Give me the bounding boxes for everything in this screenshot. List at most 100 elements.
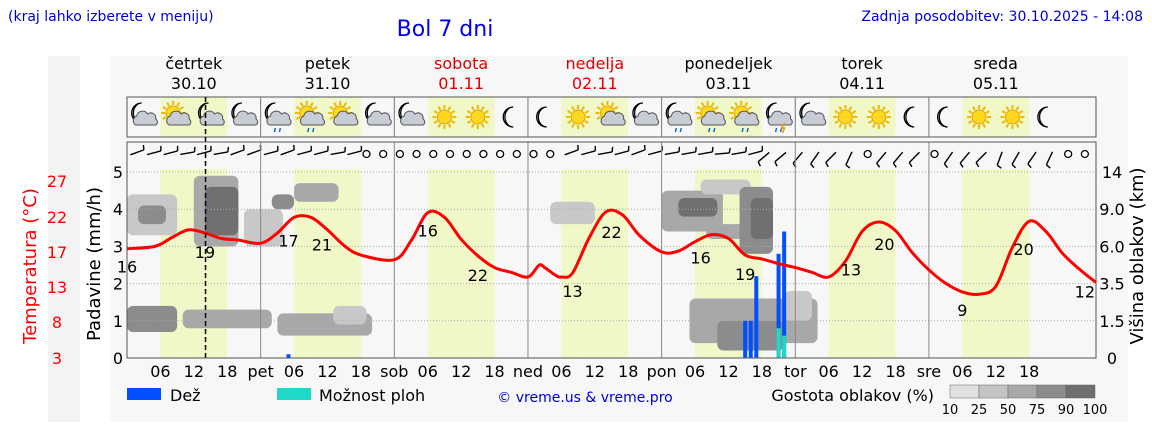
day-date: 03.11 xyxy=(706,74,752,93)
day-date: 02.11 xyxy=(572,74,618,93)
density-swatch xyxy=(950,385,979,398)
temperature-label: 20 xyxy=(1013,240,1033,259)
density-level-label: 10 xyxy=(942,403,959,418)
temperature-tick: 8 xyxy=(52,313,62,332)
cloud-patch xyxy=(127,306,177,332)
day-date: 31.10 xyxy=(305,74,351,93)
x-hour-label: 12 xyxy=(585,362,605,381)
last-update: Zadnja posodobitev: 30.10.2025 - 14:08 xyxy=(861,9,1143,25)
rain-bar xyxy=(743,321,747,358)
cloud-height-tick: 6.0 xyxy=(1099,237,1124,256)
day-name: četrtek xyxy=(165,54,223,73)
wind-calm xyxy=(463,151,470,158)
temperature-label: 16 xyxy=(690,248,710,267)
density-level-label: 50 xyxy=(1000,403,1017,418)
cloud-height-tick: 14 xyxy=(1102,163,1122,182)
density-swatch xyxy=(1008,385,1037,398)
precip-tick: 2 xyxy=(113,275,123,294)
legend-rain-swatch xyxy=(127,388,161,400)
temperature-label: 20 xyxy=(874,235,894,254)
precip-tick: 1 xyxy=(113,312,123,331)
x-hour-label: 18 xyxy=(484,362,504,381)
x-hour-label: 18 xyxy=(618,362,638,381)
temperature-label: 16 xyxy=(418,222,438,241)
cloud-patch xyxy=(294,183,339,202)
legend-storm-label: Možnost ploh xyxy=(319,386,425,405)
temperature-label: 12 xyxy=(1075,283,1095,302)
wind-calm xyxy=(864,151,871,158)
rain-bar xyxy=(287,354,291,358)
day-name: sobota xyxy=(434,54,488,73)
x-hour-label: 12 xyxy=(451,362,471,381)
wind-calm xyxy=(430,151,437,158)
x-hour-label: 18 xyxy=(1019,362,1039,381)
x-hour-label: 12 xyxy=(852,362,872,381)
temperature-tick: 13 xyxy=(47,278,67,297)
cloud-patch xyxy=(784,291,812,321)
x-hour-label: 12 xyxy=(317,362,337,381)
x-day-label: sob xyxy=(380,362,408,381)
precip-tick: 5 xyxy=(113,163,123,182)
cloud-patch xyxy=(751,198,773,239)
precipitation-axis-title: Padavine (mm/h) xyxy=(84,187,105,341)
daylight-band xyxy=(962,169,1029,358)
region-hint[interactable]: (kraj lahko izberete v meniju) xyxy=(8,9,214,25)
cloud-height-tick: 1.5 xyxy=(1099,312,1124,331)
day-name: sreda xyxy=(974,54,1018,73)
wind-calm xyxy=(396,151,403,158)
temperature-label: 17 xyxy=(278,232,298,251)
day-name: petek xyxy=(305,54,351,73)
cloud-density-legend-title: Gostota oblakov (%) xyxy=(771,386,934,405)
credit-link[interactable]: © vreme.us & vreme.pro xyxy=(497,390,672,406)
x-hour-label: 06 xyxy=(418,362,438,381)
x-hour-label: 06 xyxy=(685,362,705,381)
wind-calm xyxy=(513,151,520,158)
temperature-tick: 3 xyxy=(52,349,62,368)
density-swatch xyxy=(1037,385,1066,398)
density-level-label: 25 xyxy=(971,403,988,418)
legend-storm-swatch xyxy=(277,388,311,400)
x-hour-label: 06 xyxy=(819,362,839,381)
cloud-patch xyxy=(333,306,366,325)
x-day-label: tor xyxy=(784,362,807,381)
density-level-label: 90 xyxy=(1058,403,1075,418)
cloud-patch xyxy=(272,194,294,209)
x-hour-label: 06 xyxy=(952,362,972,381)
x-day-label: ned xyxy=(513,362,543,381)
cloud-patch xyxy=(205,187,238,235)
wind-calm xyxy=(447,151,454,158)
cloud-height-axis-title: Višina oblakov (km) xyxy=(1127,167,1148,344)
temperature-tick: 17 xyxy=(47,243,67,262)
wind-calm xyxy=(1065,151,1072,158)
x-day-label: pet xyxy=(248,362,274,381)
precip-tick: 4 xyxy=(113,200,123,219)
cloud-height-tick: 3.5 xyxy=(1099,275,1124,294)
day-name: nedelja xyxy=(565,54,624,73)
cloud-patch xyxy=(138,205,166,224)
day-name: ponedeljek xyxy=(684,54,773,73)
x-hour-label: 12 xyxy=(986,362,1006,381)
x-hour-label: 18 xyxy=(752,362,772,381)
wind-calm xyxy=(497,151,504,158)
wind-calm xyxy=(547,151,554,158)
storm-bar xyxy=(777,328,781,358)
temperature-label: 9 xyxy=(957,301,967,320)
location-title: Bol 7 dni xyxy=(397,17,494,42)
x-day-label: pon xyxy=(647,362,677,381)
x-hour-label: 18 xyxy=(217,362,237,381)
temperature-label: 13 xyxy=(841,260,861,279)
cloud-patch xyxy=(550,202,595,224)
x-hour-label: 12 xyxy=(718,362,738,381)
cloud-patch xyxy=(678,198,717,217)
temperature-tick: 22 xyxy=(47,208,67,227)
temperature-label: 19 xyxy=(735,265,755,284)
storm-bar xyxy=(782,336,786,358)
precip-tick: 0 xyxy=(113,349,123,368)
day-date: 30.10 xyxy=(171,74,217,93)
rain-bar xyxy=(749,321,753,358)
legend-rain-label: Dež xyxy=(170,386,201,405)
day-date: 01.11 xyxy=(438,74,484,93)
x-hour-label: 06 xyxy=(150,362,170,381)
x-hour-label: 12 xyxy=(184,362,204,381)
